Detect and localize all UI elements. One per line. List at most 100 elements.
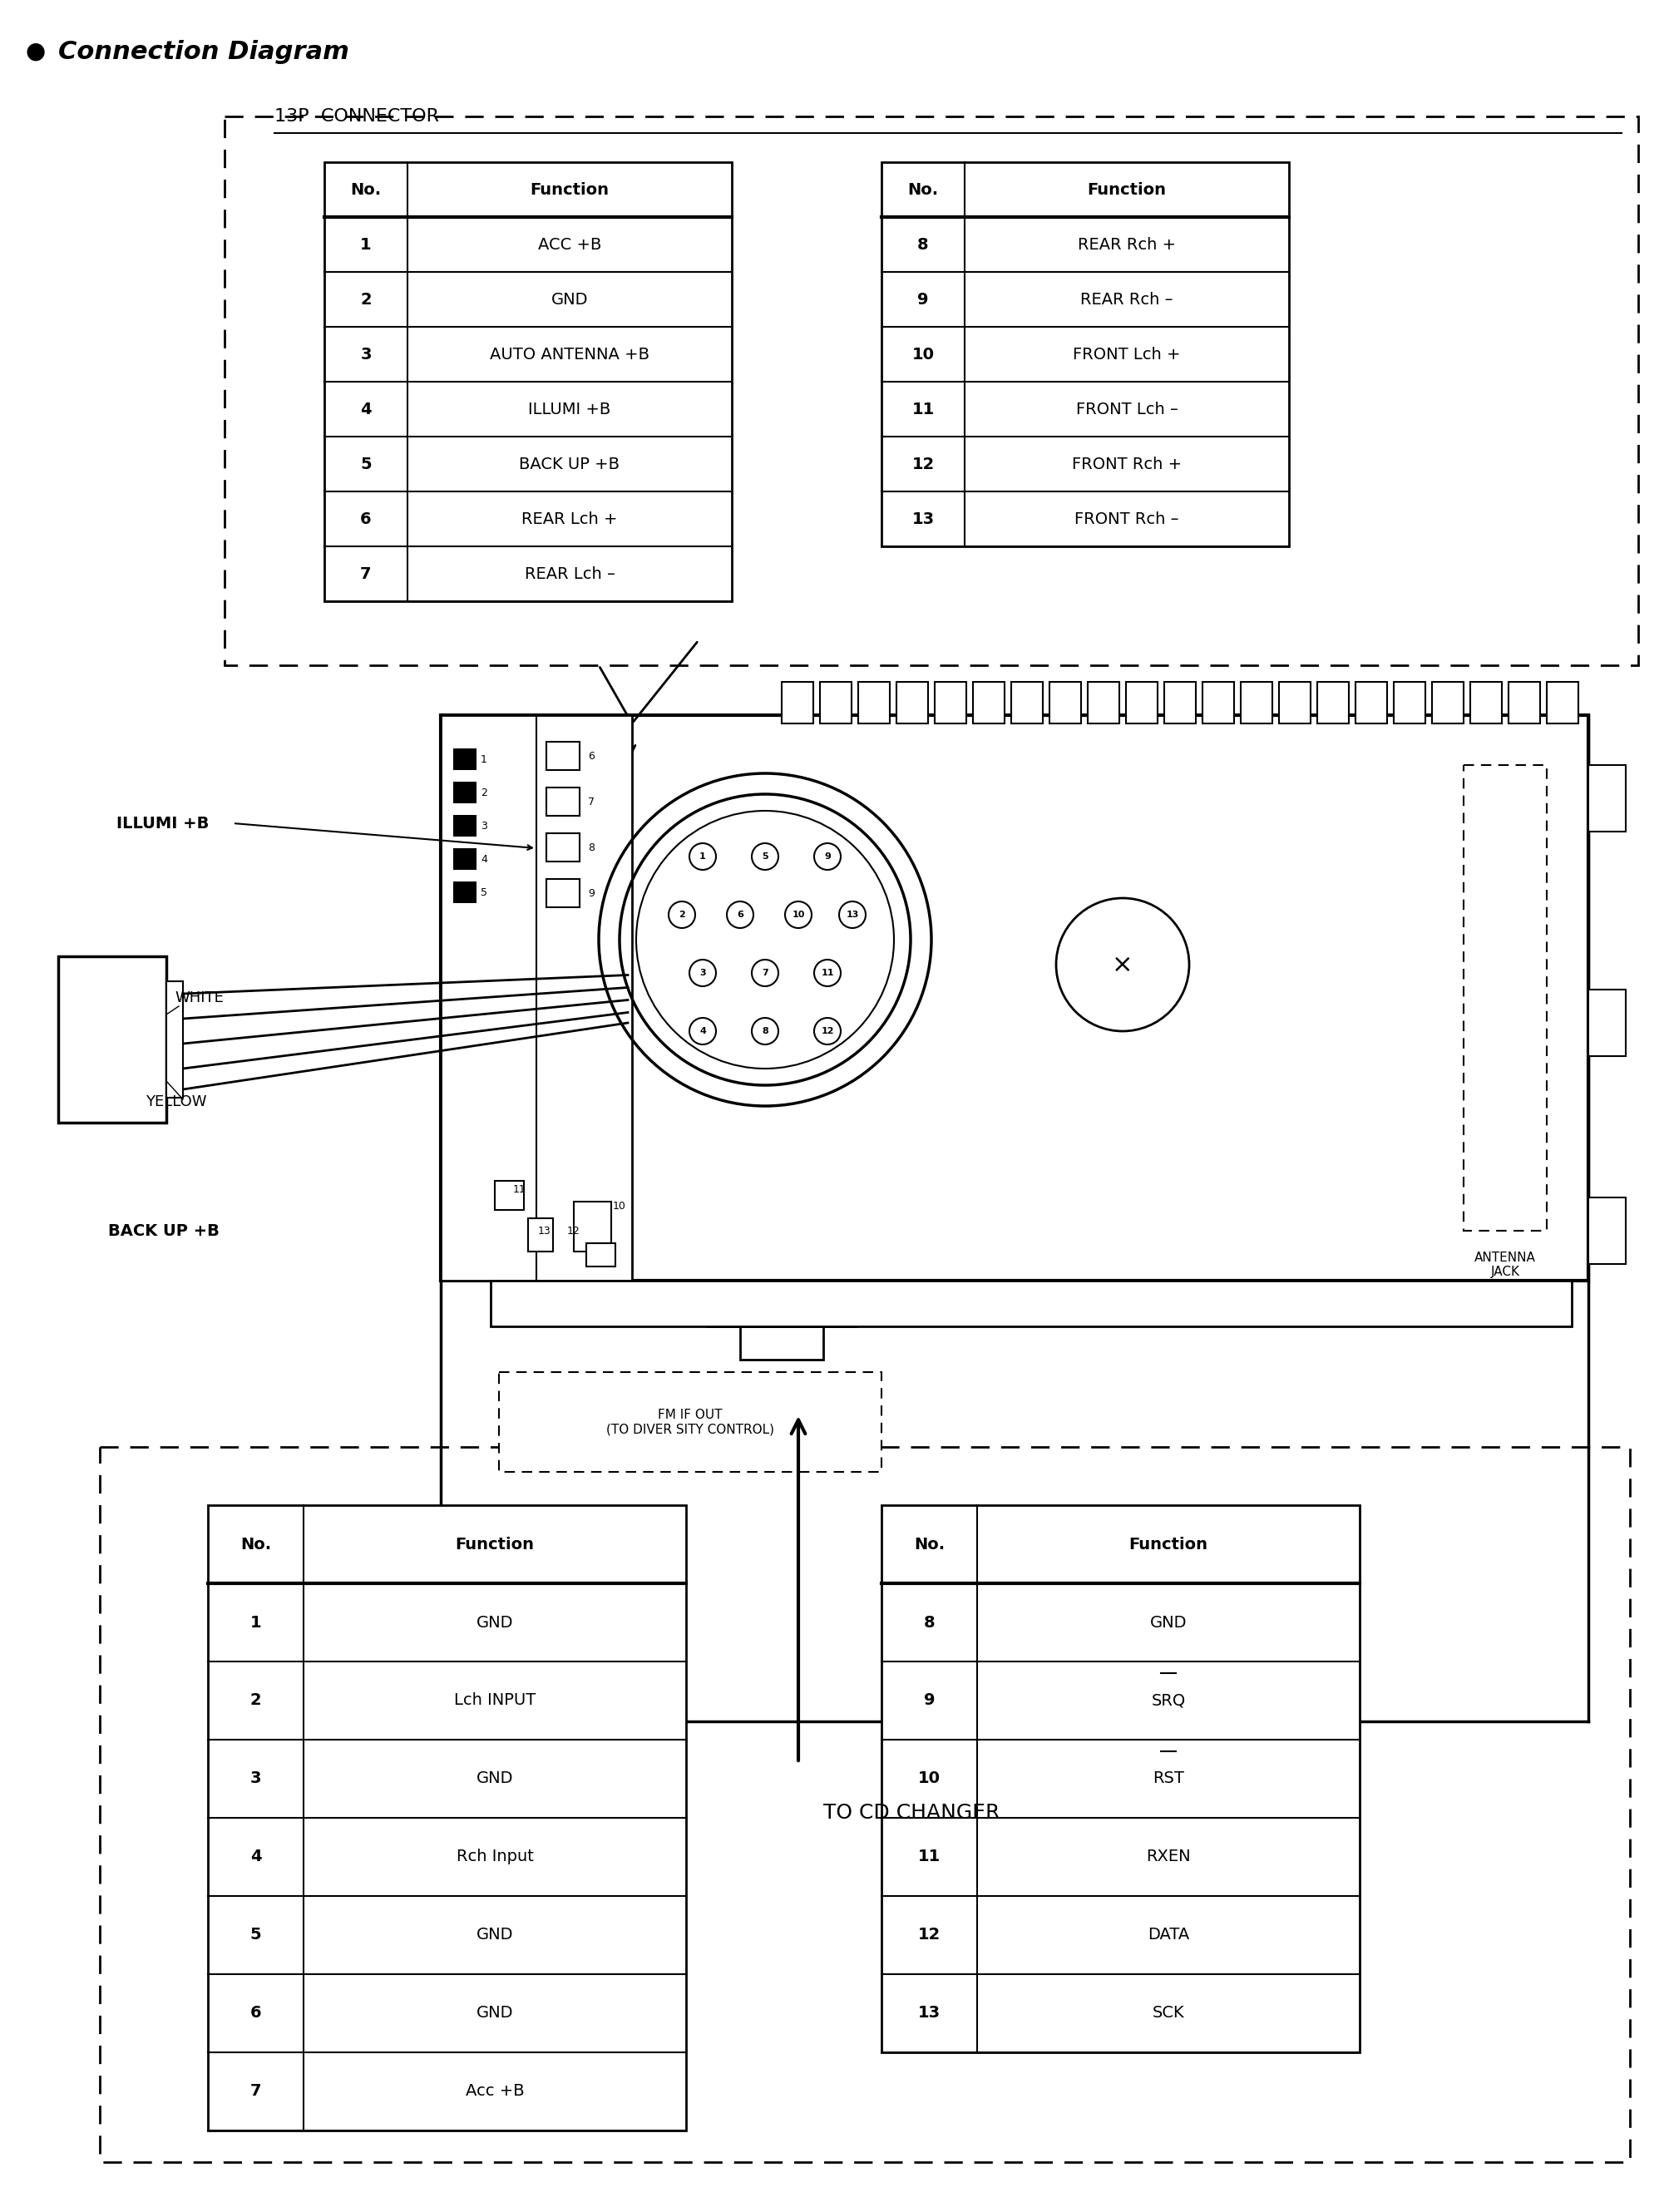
Text: FRONT Lch –: FRONT Lch – (1077, 400, 1178, 418)
Text: REAR Lch +: REAR Lch + (522, 511, 618, 526)
Text: GND: GND (476, 1772, 514, 1787)
Circle shape (726, 902, 753, 929)
Text: Function: Function (531, 181, 609, 197)
Text: 2: 2 (250, 1692, 262, 1708)
Text: 3: 3 (361, 347, 372, 363)
Text: RST: RST (1153, 1772, 1183, 1787)
Circle shape (784, 902, 811, 929)
Text: 7: 7 (587, 796, 594, 807)
Bar (1589, 989, 1626, 1055)
Bar (1127, 681, 1158, 723)
Bar (527, 1219, 552, 1252)
Text: DATA: DATA (1148, 1927, 1190, 1942)
Bar (454, 880, 477, 902)
Text: 4: 4 (250, 1849, 262, 1865)
Bar (1589, 1197, 1626, 1263)
Bar (546, 878, 579, 907)
Text: 9: 9 (923, 1692, 935, 1708)
Text: ANTENNA
JACK: ANTENNA JACK (1474, 1252, 1535, 1279)
Text: 3: 3 (250, 1772, 262, 1787)
Bar (441, 714, 1589, 1281)
Text: GND: GND (476, 1615, 514, 1630)
Text: 5: 5 (250, 1927, 262, 1942)
Bar (574, 1201, 611, 1252)
Text: 9: 9 (587, 887, 594, 898)
Bar (491, 1281, 1572, 1327)
Text: 13P  CONNECTOR: 13P CONNECTOR (274, 108, 439, 124)
Bar (454, 781, 477, 803)
Bar (546, 787, 579, 816)
Circle shape (751, 960, 778, 987)
Bar (935, 681, 966, 723)
Text: 10: 10 (613, 1201, 626, 1212)
Text: 10: 10 (918, 1772, 941, 1787)
Bar (881, 161, 1288, 546)
Text: 1: 1 (699, 852, 706, 860)
Bar (739, 1327, 823, 1360)
Bar (1470, 681, 1502, 723)
Text: RXEN: RXEN (1147, 1849, 1190, 1865)
Text: 13: 13 (918, 2006, 941, 2022)
Circle shape (689, 1018, 716, 1044)
Text: GND: GND (551, 292, 587, 307)
Text: ACC +B: ACC +B (537, 237, 601, 252)
Circle shape (751, 843, 778, 869)
Text: 10: 10 (791, 911, 804, 918)
Circle shape (751, 1018, 778, 1044)
Text: 11: 11 (512, 1183, 526, 1194)
Text: 1: 1 (481, 754, 487, 765)
Text: BACK UP +B: BACK UP +B (519, 456, 619, 471)
Text: 7: 7 (361, 566, 372, 582)
Text: ●: ● (25, 40, 45, 64)
Bar (454, 748, 477, 770)
Text: 13: 13 (911, 511, 935, 526)
Text: 3: 3 (481, 821, 487, 832)
Text: 6: 6 (587, 750, 594, 761)
Text: No.: No. (240, 1537, 270, 1553)
Text: WHITE: WHITE (175, 991, 224, 1006)
Text: TO CD CHANGER: TO CD CHANGER (823, 1803, 1000, 1823)
Bar (881, 1504, 1360, 2053)
Text: 8: 8 (587, 843, 594, 854)
Bar (781, 681, 813, 723)
Bar (494, 1181, 524, 1210)
Text: Lch INPUT: Lch INPUT (454, 1692, 536, 1708)
Bar (973, 681, 1005, 723)
Circle shape (689, 960, 716, 987)
Text: FRONT Rch +: FRONT Rch + (1071, 456, 1182, 471)
Circle shape (814, 1018, 841, 1044)
Text: 11: 11 (918, 1849, 941, 1865)
Bar (1464, 765, 1547, 1230)
Bar (1355, 681, 1387, 723)
Bar (1240, 681, 1272, 723)
Text: 8: 8 (761, 1026, 768, 1035)
Text: AUTO ANTENNA +B: AUTO ANTENNA +B (489, 347, 649, 363)
Text: 6: 6 (250, 2006, 262, 2022)
Text: 8: 8 (923, 1615, 935, 1630)
Bar (546, 834, 579, 860)
Circle shape (689, 843, 716, 869)
Text: YELLOW: YELLOW (145, 1095, 207, 1110)
Text: 12: 12 (918, 1927, 941, 1942)
Bar (858, 681, 890, 723)
Text: 13: 13 (537, 1225, 551, 1237)
Bar (209, 1504, 686, 2130)
Bar (167, 982, 184, 1097)
Text: GND: GND (1150, 1615, 1187, 1630)
Text: Function: Function (456, 1537, 534, 1553)
Text: Function: Function (1087, 181, 1167, 197)
Bar (100, 1447, 1631, 2161)
Bar (499, 1371, 881, 1471)
Circle shape (840, 902, 866, 929)
Text: Function: Function (1128, 1537, 1208, 1553)
Text: GND: GND (476, 2006, 514, 2022)
Text: REAR Lch –: REAR Lch – (524, 566, 614, 582)
Bar (1547, 681, 1579, 723)
Text: 5: 5 (761, 852, 768, 860)
Bar (1432, 681, 1464, 723)
Bar (1394, 681, 1425, 723)
Text: 9: 9 (918, 292, 928, 307)
Bar (1509, 681, 1540, 723)
Text: 12: 12 (821, 1026, 834, 1035)
Text: 6: 6 (736, 911, 743, 918)
